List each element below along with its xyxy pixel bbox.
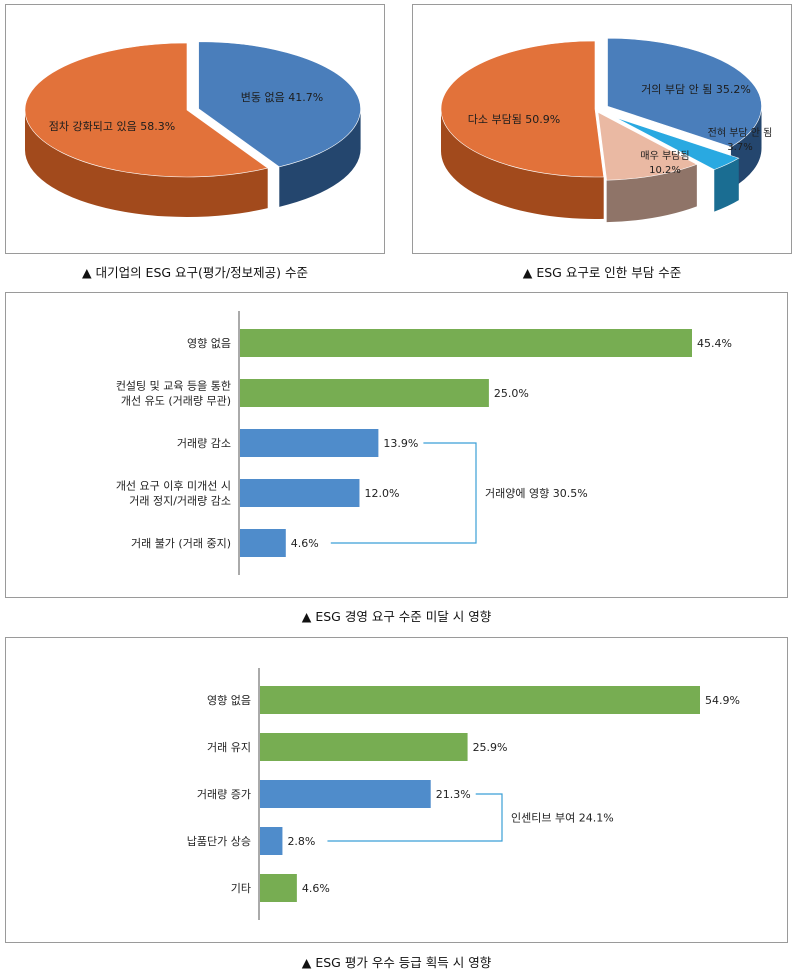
- pie-slice-label-1: 전혀 부담 안 됨: [708, 127, 773, 139]
- bar-0: [240, 329, 692, 357]
- bar-value-label-4: 4.6%: [291, 537, 319, 550]
- category-label-3: 납품단가 상승: [187, 835, 251, 848]
- category-label-0: 영향 없음: [207, 694, 251, 707]
- bar-value-label-2: 21.3%: [436, 788, 471, 801]
- bar-3: [260, 827, 283, 855]
- group-bracket-label: 인센티브 부여 24.1%: [511, 812, 614, 825]
- pie-slice-1: [615, 117, 740, 170]
- bar-1: [240, 379, 489, 407]
- bar-value-label-3: 12.0%: [364, 487, 399, 500]
- pie-slice-label-0: 변동 없음 41.7%: [241, 91, 323, 104]
- category-label-4: 기타: [231, 882, 251, 895]
- category-label-2: 거래량 감소: [177, 437, 231, 450]
- bar-4: [240, 529, 286, 557]
- bar-0: [260, 686, 700, 714]
- bar-value-label-4: 4.6%: [302, 882, 330, 895]
- pie-chart-burden: 거의 부담 안 됨 35.2% 전혀 부담 안 됨 3.7% 매우 부담됨 10.2% 다…: [440, 37, 773, 223]
- category-label-0: 영향 없음: [187, 337, 231, 350]
- pie-slice-1: [24, 42, 269, 178]
- pie-slice-label-0: 거의 부담 안 됨 35.2%: [641, 83, 751, 96]
- pie-slice-0: [607, 37, 762, 148]
- bar-chart-excellent-rating-impact: 54.9% 영향 없음 25.9% 거래 유지 21.3% 거래량 증가 2.8% 납품단가 …: [187, 668, 740, 920]
- pie-slice-value-1: 3.7%: [727, 142, 752, 153]
- pie-slice-label-1: 점차 강화되고 있음 58.3%: [49, 120, 175, 133]
- bar-value-label-0: 54.9%: [705, 694, 740, 707]
- bar-value-label-0: 45.4%: [697, 337, 732, 350]
- pie-slice-2: [597, 111, 698, 181]
- category-label-1: 개선 유도 (거래량 무관): [121, 395, 231, 408]
- category-label-1: 컨설팅 및 교육 등을 통한: [116, 380, 231, 393]
- pie-slice-side-0: [279, 108, 361, 207]
- bar-value-label-3: 2.8%: [287, 835, 315, 848]
- bar-value-label-1: 25.0%: [494, 387, 529, 400]
- group-bracket-label: 거래양에 영향 30.5%: [485, 487, 588, 500]
- group-bracket: [330, 442, 477, 544]
- pie-slice-label-3: 다소 부담됨 50.9%: [468, 113, 561, 126]
- category-label-2: 거래량 증가: [197, 788, 251, 801]
- category-label-4: 거래 불가 (거래 중지): [131, 537, 231, 550]
- bar-value-label-1: 25.9%: [473, 741, 508, 754]
- bar-2: [240, 429, 379, 457]
- pie1-caption: ▲ 대기업의 ESG 요구(평가/정보제공) 수준: [82, 265, 308, 280]
- pie-panel-esg-demand: 변동 없음 41.7% 점차 강화되고 있음 58.3%: [5, 4, 385, 254]
- bar-3: [240, 479, 360, 507]
- pie-chart-esg-demand: 변동 없음 41.7% 점차 강화되고 있음 58.3%: [24, 41, 361, 217]
- pie-slice-side-3: [441, 109, 604, 219]
- bar-panel-excellent-rating-impact: 54.9% 영향 없음 25.9% 거래 유지 21.3% 거래량 증가 2.8% 납품단가 …: [5, 637, 788, 943]
- pie-slice-3: [440, 40, 605, 178]
- group-bracket: [327, 793, 503, 842]
- pie-slice-side-1: [25, 110, 268, 217]
- bar-2: [260, 780, 431, 808]
- category-label-3: 거래 정지/거래량 감소: [129, 495, 231, 508]
- category-label-1: 거래 유지: [207, 741, 251, 754]
- pie2-caption: ▲ ESG 요구로 인한 부담 수준: [522, 265, 682, 280]
- pie-slice-side-1: [714, 158, 739, 212]
- bar-4: [260, 874, 297, 902]
- pie-slice-0: [198, 41, 361, 168]
- pie-slice-label-2: 매우 부담됨: [640, 150, 689, 162]
- category-label-3: 개선 요구 이후 미개선 시: [116, 480, 231, 493]
- bar-value-label-2: 13.9%: [383, 437, 418, 450]
- bar2-caption: ▲ ESG 평가 우수 등급 획득 시 영향: [301, 955, 492, 970]
- pie-slice-value-2: 10.2%: [649, 165, 681, 176]
- pie-panel-burden: 거의 부담 안 됨 35.2% 전혀 부담 안 됨 3.7% 매우 부담됨 10.2% 다…: [412, 4, 792, 254]
- bar1-caption: ▲ ESG 경영 요구 수준 미달 시 영향: [301, 609, 492, 624]
- pie-slice-side-2: [606, 164, 697, 223]
- bar-1: [260, 733, 468, 761]
